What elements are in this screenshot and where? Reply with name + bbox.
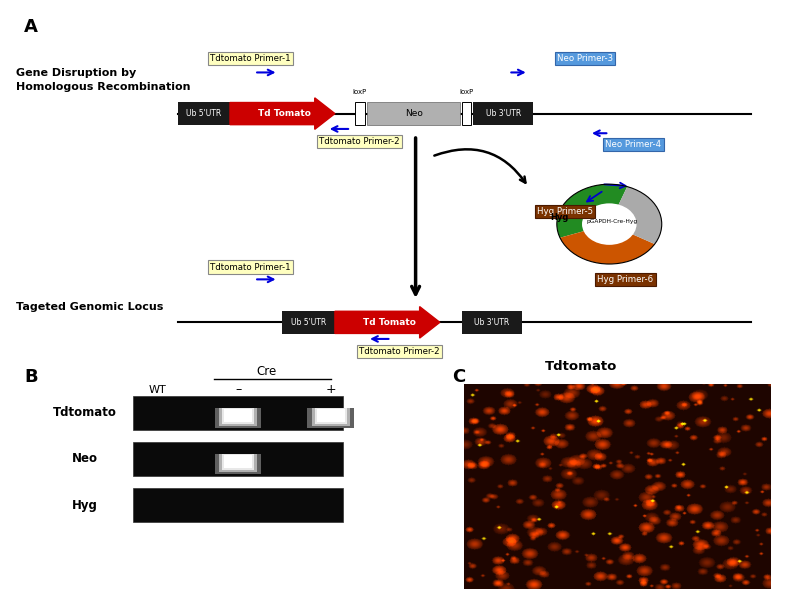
Circle shape <box>582 203 637 245</box>
Bar <box>219 408 257 426</box>
Text: Tageted Genomic Locus: Tageted Genomic Locus <box>16 302 164 312</box>
Bar <box>219 454 257 472</box>
Text: loxP: loxP <box>353 89 367 95</box>
Bar <box>215 408 261 428</box>
Wedge shape <box>557 184 627 238</box>
FancyArrow shape <box>335 306 440 338</box>
Text: –: – <box>235 383 241 397</box>
Bar <box>307 408 354 428</box>
Text: Tdtomato Primer-2: Tdtomato Primer-2 <box>319 137 399 146</box>
Text: loxP: loxP <box>459 89 474 95</box>
Text: Tdtomato: Tdtomato <box>545 360 617 373</box>
Text: Td Tomato: Td Tomato <box>363 318 416 327</box>
Bar <box>462 102 471 125</box>
Bar <box>222 454 254 470</box>
Bar <box>355 102 365 125</box>
Bar <box>473 102 533 125</box>
Bar <box>133 396 343 430</box>
Bar <box>367 102 460 125</box>
Bar <box>215 454 261 474</box>
Text: Hyg: Hyg <box>72 499 98 511</box>
Text: Tdtomato Primer-2: Tdtomato Primer-2 <box>359 347 440 356</box>
Text: Neo: Neo <box>72 453 98 465</box>
Text: Ub 5'UTR: Ub 5'UTR <box>291 318 326 327</box>
Text: Ub 3'UTR: Ub 3'UTR <box>475 318 509 327</box>
Bar <box>317 409 345 422</box>
Bar <box>222 408 254 424</box>
Text: Td Tomato: Td Tomato <box>258 109 311 118</box>
Text: WT: WT <box>148 385 166 395</box>
Text: Ub 5'UTR: Ub 5'UTR <box>186 109 221 118</box>
Text: Neo Primer-3: Neo Primer-3 <box>557 54 613 63</box>
Text: Tdtomato: Tdtomato <box>52 406 117 419</box>
Text: Cre: Cre <box>256 365 277 378</box>
Bar <box>312 408 350 426</box>
Bar <box>224 455 252 468</box>
Text: Gene Disruption by
Homologous Recombination: Gene Disruption by Homologous Recombinat… <box>16 68 190 92</box>
Text: Tdtomato Primer-1: Tdtomato Primer-1 <box>210 263 291 271</box>
Wedge shape <box>560 224 654 264</box>
Bar <box>315 408 347 424</box>
Bar <box>282 311 335 334</box>
Text: Neo Primer-4: Neo Primer-4 <box>605 140 662 149</box>
Bar <box>178 102 230 125</box>
Bar <box>133 442 343 476</box>
Text: B: B <box>24 368 38 386</box>
FancyArrow shape <box>230 98 335 130</box>
Text: Hyg Primer-6: Hyg Primer-6 <box>597 275 654 284</box>
Text: Hyg Primer-5: Hyg Primer-5 <box>537 208 593 216</box>
Text: Hyg: Hyg <box>550 214 569 222</box>
Text: pGAPDH-Cre-Hyg: pGAPDH-Cre-Hyg <box>586 219 638 223</box>
Text: Tdtomato Primer-1: Tdtomato Primer-1 <box>210 54 291 63</box>
Text: +: + <box>325 383 337 397</box>
Wedge shape <box>609 187 662 244</box>
Bar <box>224 409 252 422</box>
Text: Neo: Neo <box>404 109 423 118</box>
Text: A: A <box>24 18 38 36</box>
Bar <box>133 488 343 522</box>
Text: Ub 3'UTR: Ub 3'UTR <box>486 109 521 118</box>
Bar <box>462 311 522 334</box>
Text: C: C <box>452 368 465 386</box>
